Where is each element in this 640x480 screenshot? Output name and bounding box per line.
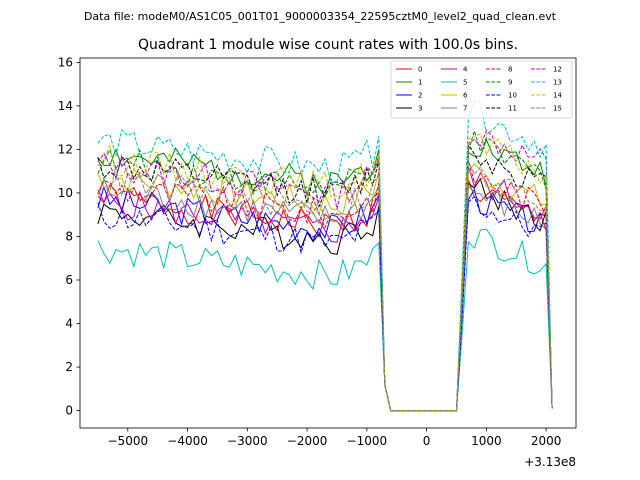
axes-frame	[79, 57, 577, 429]
legend-label-5: 5	[463, 79, 467, 87]
series-2-line	[97, 185, 553, 412]
legend-label-11: 11	[508, 105, 517, 113]
series-12-line	[97, 129, 553, 412]
series-11-line	[97, 142, 553, 412]
x-tick-label: −3000	[227, 434, 268, 448]
x-tick-label: −5000	[108, 434, 149, 448]
legend-label-0: 0	[418, 66, 422, 74]
x-tick-label: 1000	[471, 434, 502, 448]
legend-label-13: 13	[553, 79, 562, 87]
series-10-line	[97, 196, 553, 412]
y-tick-label: 10	[58, 186, 73, 200]
legend-label-12: 12	[553, 66, 562, 74]
y-tick-label: 16	[58, 55, 73, 69]
legend-label-1: 1	[418, 79, 422, 87]
series-7-line	[97, 177, 553, 412]
series-layer	[97, 100, 553, 412]
x-tick-label: −2000	[287, 434, 328, 448]
legend-label-4: 4	[463, 66, 468, 74]
series-14-line	[97, 133, 553, 412]
series-9-line	[97, 129, 553, 412]
legend-label-7: 7	[463, 105, 467, 113]
x-offset-label: +3.13e8	[524, 455, 576, 469]
x-tick-label: 2000	[531, 434, 562, 448]
y-tick-label: 12	[58, 142, 73, 156]
legend-label-14: 14	[553, 92, 562, 100]
series-8-line	[97, 160, 553, 412]
chart-title: Quadrant 1 module wise count rates with …	[138, 37, 518, 53]
y-tick-label: 2	[65, 360, 73, 374]
x-tick-label: −4000	[167, 434, 208, 448]
series-15-line	[97, 161, 553, 412]
series-5-line	[97, 228, 553, 412]
y-tick-label: 6	[65, 273, 73, 287]
legend-box	[390, 60, 573, 119]
x-tick-label: −1000	[347, 434, 388, 448]
legend-label-15: 15	[553, 105, 562, 113]
data-file-header: Data file: modeM0/AS1C05_001T01_90000033…	[84, 10, 557, 23]
legend-label-9: 9	[508, 79, 512, 87]
legend-label-3: 3	[418, 105, 422, 113]
x-tick-label: 0	[423, 434, 431, 448]
legend-label-6: 6	[463, 92, 468, 100]
y-tick-label: 14	[58, 99, 73, 113]
y-tick-label: 8	[65, 229, 73, 243]
legend-label-2: 2	[418, 92, 422, 100]
legend-label-8: 8	[508, 66, 512, 74]
series-3-line	[97, 177, 553, 412]
series-13-line	[97, 100, 553, 412]
axes-layer: −5000 −4000 −3000 −2000 −1000 0 1000 2000 0 2 4 6 8 1…	[58, 55, 577, 448]
y-tick-label: 0	[65, 404, 73, 418]
legend-label-10: 10	[508, 92, 517, 100]
y-tick-label: 4	[65, 317, 73, 331]
